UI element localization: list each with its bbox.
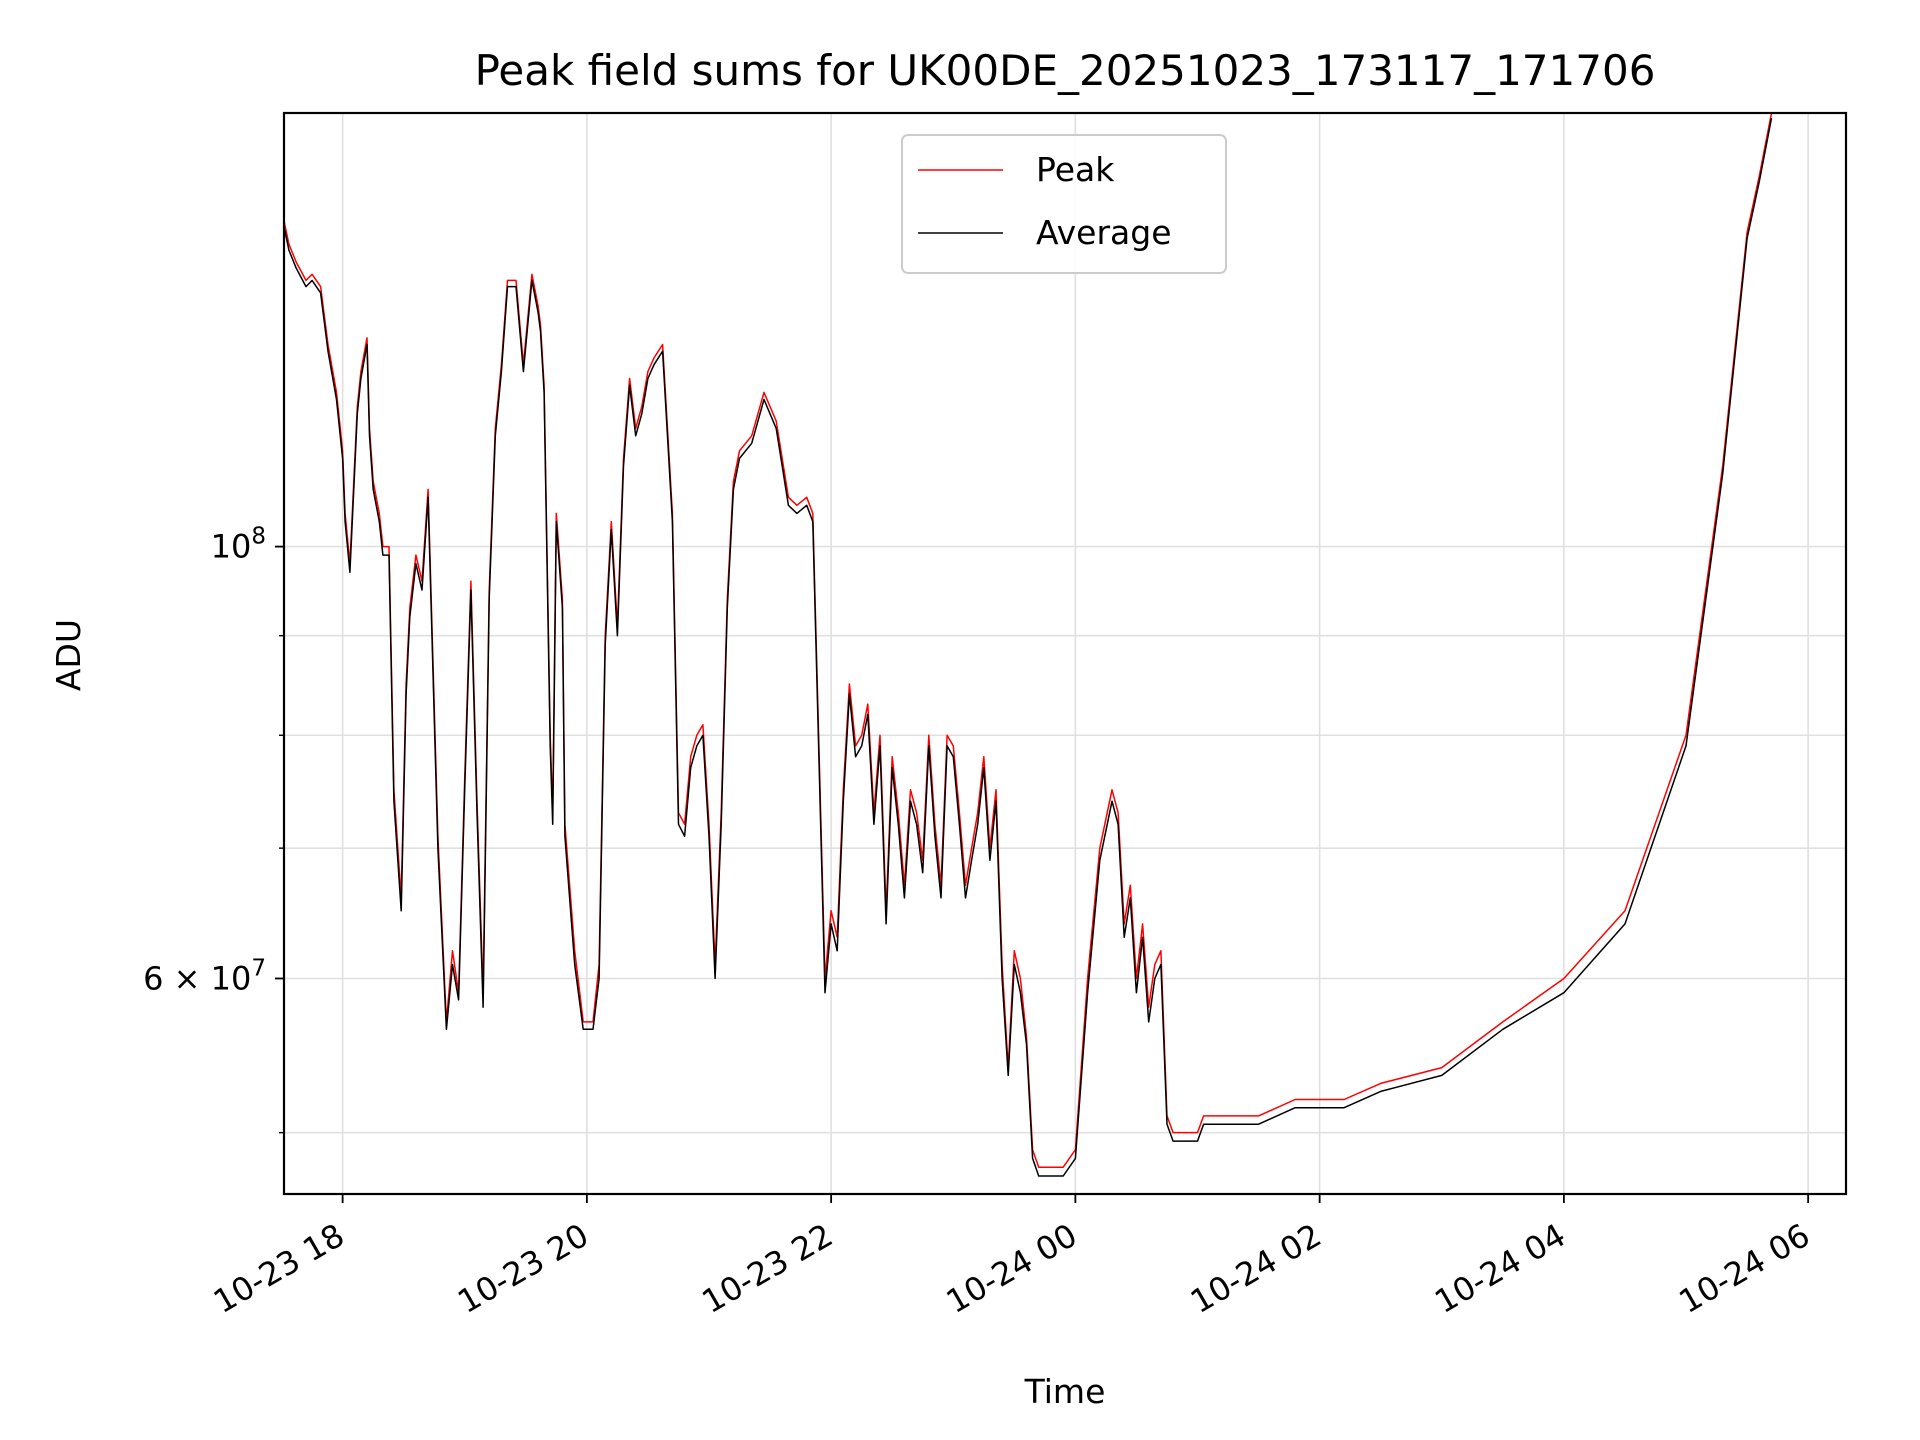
legend-peak-label: Peak — [1036, 150, 1115, 189]
grid — [284, 113, 1846, 1194]
plot-lines — [283, 112, 1773, 1177]
y-axis-label: ADU — [49, 619, 88, 691]
y-tick-label: 6 × 107 — [143, 955, 266, 997]
legend-average-label: Average — [1036, 213, 1172, 252]
axes-frame — [282, 111, 1848, 1196]
x-axis-label: Time — [1024, 1372, 1106, 1411]
chart-title: Peak field sums for UK00DE_20251023_1731… — [475, 46, 1656, 95]
legend: Peak Average — [901, 134, 1227, 274]
series-line-average — [283, 117, 1773, 1177]
y-tick-label: 108 — [211, 524, 266, 566]
